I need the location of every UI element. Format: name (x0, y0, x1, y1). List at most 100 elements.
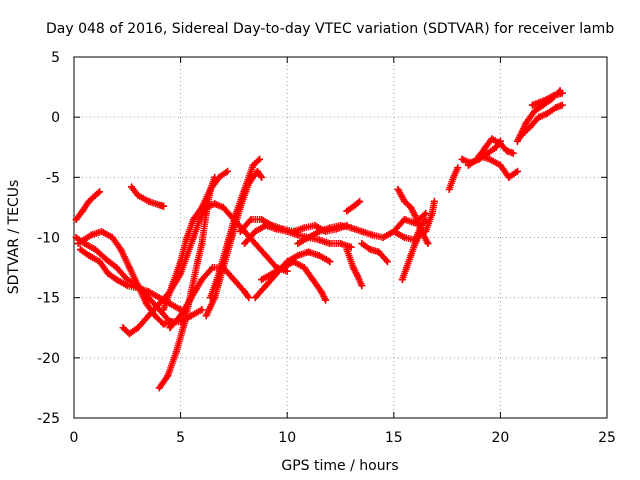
data-series (258, 258, 330, 304)
data-point (347, 243, 355, 251)
data-point (379, 234, 387, 241)
data-point (315, 252, 323, 260)
data-series (475, 152, 521, 181)
data-series (528, 89, 566, 109)
data-point (492, 143, 500, 151)
data-point (164, 372, 172, 380)
data-point (283, 267, 291, 275)
chart-title: Day 048 of 2016, Sidereal Day-to-day VTE… (46, 21, 614, 37)
data-point (155, 384, 163, 392)
data-point (247, 215, 255, 223)
data-point (215, 270, 223, 278)
data-point (294, 231, 302, 239)
data-series (358, 240, 391, 266)
data-point (209, 264, 217, 272)
data-point (134, 284, 142, 292)
data-point (251, 240, 259, 248)
y-tick-label: -25 (37, 411, 60, 427)
data-point (145, 288, 153, 296)
data-point (177, 258, 185, 266)
data-point (351, 201, 359, 209)
data-point (343, 246, 351, 254)
data-point (160, 320, 168, 328)
data-point (168, 282, 176, 290)
data-point (76, 246, 84, 254)
data-point (528, 101, 536, 109)
data-point (358, 240, 366, 248)
data-point (104, 270, 112, 278)
data-point (258, 173, 266, 181)
data-point (189, 234, 197, 241)
data-point (253, 167, 261, 175)
data-point (543, 95, 551, 103)
y-tick-label: -10 (37, 231, 60, 247)
data-point (189, 215, 197, 223)
data-point (366, 246, 374, 254)
data-point (219, 264, 227, 272)
data-point (398, 276, 406, 284)
data-series (155, 173, 219, 392)
data-point (464, 161, 472, 169)
data-point (496, 140, 504, 148)
data-point (558, 101, 566, 109)
data-point (117, 246, 125, 254)
plot-frame (73, 56, 608, 419)
data-point (383, 258, 391, 266)
data-point (309, 276, 317, 284)
data-point (326, 258, 334, 266)
data-point (202, 312, 210, 320)
y-tick-label: -5 (46, 170, 60, 186)
data-point (322, 296, 330, 304)
data-point (258, 215, 266, 223)
data-point (505, 173, 513, 181)
data-point (496, 161, 504, 169)
y-tick-label: -20 (37, 351, 60, 367)
data-point (503, 147, 511, 155)
data-point (134, 324, 142, 332)
gridlines (74, 57, 607, 418)
data-point (543, 110, 551, 118)
data-point (311, 221, 319, 229)
y-tick-label: 0 (51, 110, 60, 126)
data-point (198, 306, 206, 314)
data-point (206, 185, 214, 193)
data-point (219, 203, 227, 211)
data-point (394, 185, 402, 193)
x-axis-label: GPS time / hours (281, 458, 398, 474)
data-point (356, 197, 364, 205)
data-points (72, 87, 566, 392)
data-point (98, 227, 106, 235)
data-point (526, 123, 534, 131)
data-point (315, 227, 323, 235)
data-point (258, 276, 266, 284)
data-point (424, 240, 432, 248)
data-point (74, 240, 82, 248)
data-point (113, 264, 121, 272)
data-point (358, 227, 366, 235)
data-point (268, 270, 276, 278)
data-point (151, 312, 159, 320)
data-point (305, 248, 313, 256)
data-point (230, 276, 238, 284)
data-point (403, 264, 411, 272)
data-series (422, 197, 438, 235)
data-point (96, 188, 104, 196)
x-tick-label: 15 (385, 430, 403, 446)
data-point (211, 200, 219, 208)
data-point (407, 252, 415, 260)
data-point (535, 99, 543, 107)
data-point (279, 264, 287, 272)
x-tick-labels: 0 5 10 15 20 25 (70, 430, 616, 446)
data-point (87, 231, 95, 239)
data-point (558, 89, 566, 97)
data-point (326, 224, 334, 232)
data-series (518, 101, 566, 139)
y-tick-label: -15 (37, 291, 60, 307)
data-point (72, 234, 80, 241)
data-point (166, 324, 174, 332)
axis-ticks (73, 56, 608, 419)
data-series (128, 183, 168, 210)
data-point (531, 107, 539, 115)
